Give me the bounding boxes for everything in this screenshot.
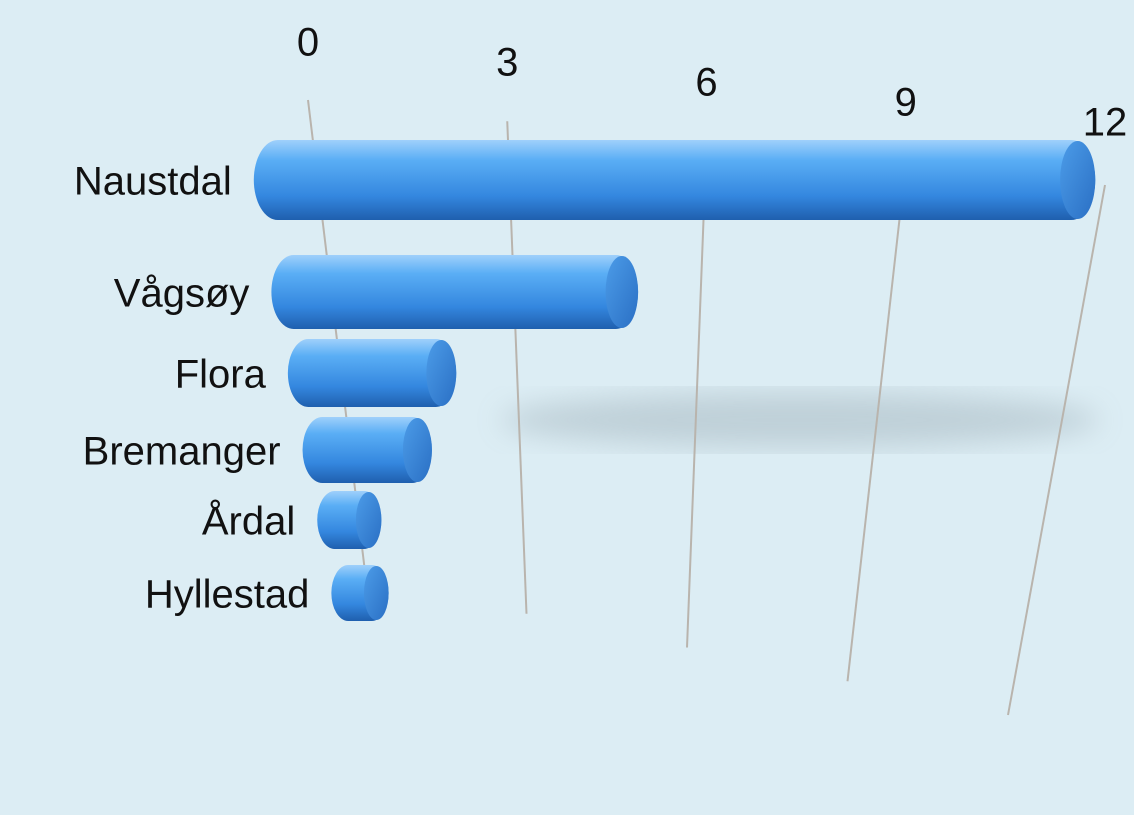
bar-cap xyxy=(355,492,382,548)
y-tick-label: Årdal xyxy=(202,499,295,544)
x-tick-label: 6 xyxy=(695,61,717,105)
bar xyxy=(253,140,1096,220)
grid-line xyxy=(846,163,907,682)
y-tick-label: Flora xyxy=(175,353,267,397)
x-tick-label: 12 xyxy=(1083,101,1128,145)
bar-cap xyxy=(426,340,457,406)
y-tick-label: Hyllestad xyxy=(145,573,310,617)
y-tick-label: Naustdal xyxy=(74,160,232,204)
bar-cap xyxy=(605,256,639,328)
bar xyxy=(287,339,457,407)
x-tick-label: 0 xyxy=(297,21,319,65)
bar-cap xyxy=(402,418,432,482)
x-tick-label: 3 xyxy=(496,41,518,85)
grid-line xyxy=(686,142,708,648)
bar xyxy=(271,255,639,329)
shadow xyxy=(500,392,1100,448)
y-tick-label: Vågsøy xyxy=(114,272,250,316)
bar xyxy=(302,417,432,483)
bar-cap xyxy=(1060,141,1096,219)
y-tick-label: Bremanger xyxy=(83,430,281,474)
grid-line xyxy=(1007,184,1106,716)
bar-cap xyxy=(363,566,389,620)
x-tick-label: 9 xyxy=(895,81,917,125)
